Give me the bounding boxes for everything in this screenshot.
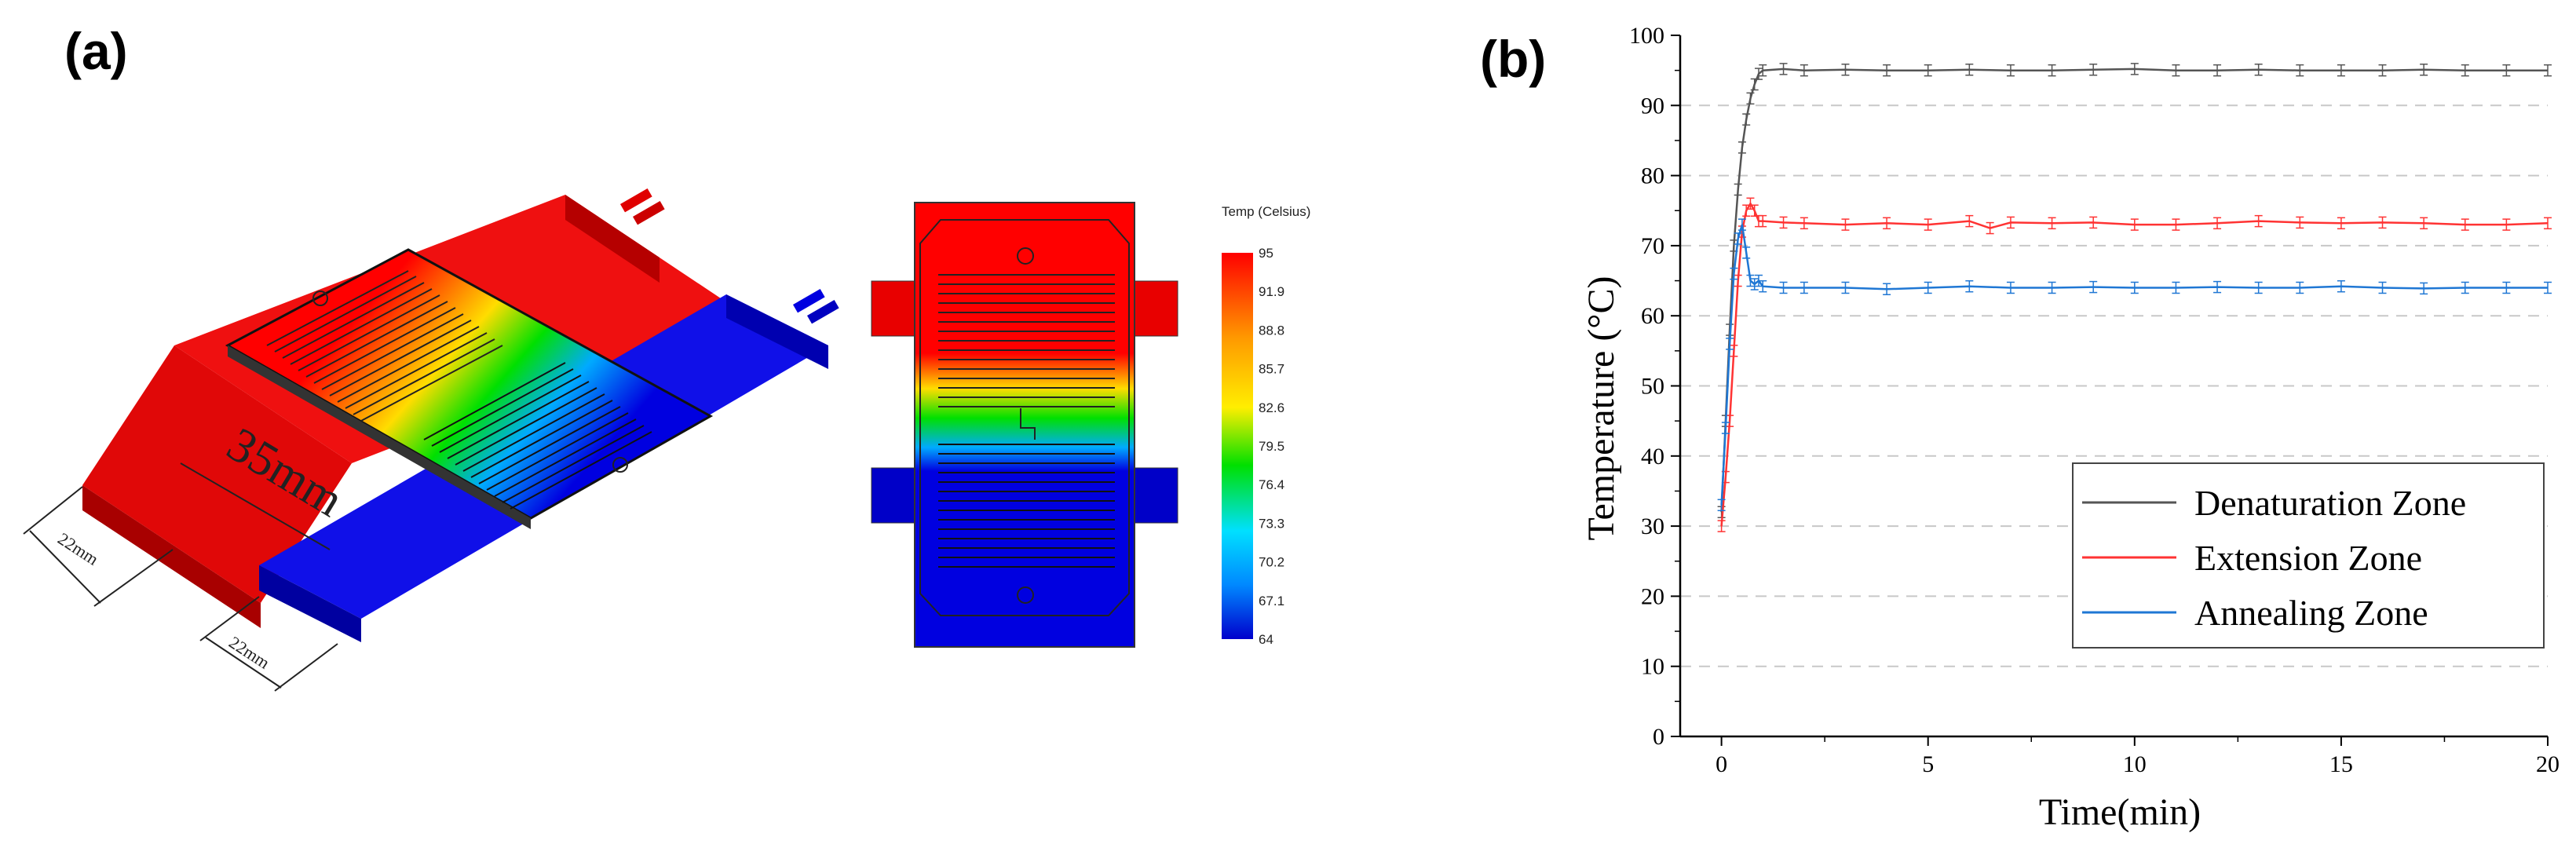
- y-tick-label: 60: [1641, 303, 1664, 329]
- chip-plate-edge: [228, 345, 531, 529]
- colorbar-tick-label: 88.8: [1259, 323, 1284, 338]
- chart-series: [1717, 63, 2552, 532]
- x-tick-label: 15: [2329, 751, 2353, 777]
- red-heater-end: [565, 195, 660, 283]
- y-tick-label: 40: [1641, 444, 1664, 470]
- y-axis-title: Temperature (°C): [1580, 276, 1622, 540]
- flat-serpentine-hot: [938, 274, 1115, 407]
- legend-box: [2072, 462, 2545, 649]
- chart-axes: 0 10 20 30 40 50 60 70 80 90 100 0 5 10 15 20: [1629, 23, 2560, 777]
- colorbar-tick-label: 67.1: [1259, 594, 1284, 608]
- colorbar-tick-label: 95: [1259, 246, 1273, 261]
- colorbar-tick-label: 64: [1259, 632, 1273, 647]
- legend-label: Extension Zone: [2194, 538, 2422, 578]
- red-tube-1: [620, 188, 652, 213]
- y-tick-label: 20: [1641, 583, 1664, 609]
- flat-serpentine-cold: [938, 444, 1115, 568]
- x-axis-title: Time(min): [2039, 791, 2201, 833]
- y-tick-label: 90: [1641, 93, 1664, 119]
- flat-inlet-port: [1017, 247, 1034, 265]
- red-heater-front: [82, 345, 352, 603]
- blue-cooler-side: [259, 565, 361, 642]
- flat-connecting-channel: [1020, 408, 1036, 440]
- outlet-port: [612, 457, 628, 473]
- inlet-port: [312, 290, 328, 306]
- flat-temperature-map: [871, 202, 1178, 648]
- colorbar-ticks: 95 91.9 88.8 85.7 82.6 79.5 76.4 73.3 70.2 67.1 64: [1259, 246, 1284, 647]
- serpentine-channels-hot: [266, 270, 503, 422]
- blue-cooler-end: [726, 294, 828, 369]
- x-tick-label: 20: [2536, 751, 2560, 777]
- blue-tube-2: [806, 300, 839, 324]
- colorbar-tick-label: 91.9: [1259, 284, 1284, 299]
- legend-label: Denaturation Zone: [2194, 483, 2466, 523]
- y-tick-label: 10: [1641, 654, 1664, 680]
- colorbar-tick-label: 82.6: [1259, 400, 1284, 415]
- colorbar-tick-label: 73.3: [1259, 516, 1284, 531]
- colorbar-title: Temp (Celsius): [1222, 204, 1310, 219]
- flat-chip-outer: [914, 202, 1135, 648]
- isometric-chip-model: 35mm 22mm 22mm: [23, 188, 839, 692]
- serpentine-channels-cold: [423, 362, 652, 510]
- legend-label: Annealing Zone: [2194, 593, 2428, 633]
- colorbar-tick-label: 85.7: [1259, 362, 1284, 377]
- red-tube-2: [633, 201, 665, 225]
- colorbar-gradient: [1222, 253, 1253, 639]
- colorbar-tick-label: 76.4: [1259, 477, 1284, 492]
- flat-outlet-port: [1017, 586, 1034, 604]
- temperature-chart: 0 10 20 30 40 50 60 70 80 90 100 0 5 10 15 20 Time(min)…: [1580, 23, 2560, 833]
- panel-a-label: (a): [64, 22, 128, 80]
- flat-chip-inner: [919, 219, 1130, 616]
- colorbar-tick-label: 79.5: [1259, 439, 1284, 454]
- red-heater-side: [82, 485, 261, 628]
- y-tick-label: 70: [1641, 233, 1664, 259]
- chart-legend: Denaturation Zone Extension Zone Annealing…: [2072, 462, 2545, 649]
- x-tick-label: 5: [1922, 751, 1934, 777]
- blue-tube-1: [793, 289, 825, 313]
- y-tick-label: 100: [1629, 23, 1664, 49]
- colorbar: Temp (Celsius) 95 91.9 88.8 85.7 82.6 79.5 76.…: [1222, 204, 1310, 647]
- y-tick-label: 50: [1641, 374, 1664, 400]
- y-tick-label: 30: [1641, 513, 1664, 539]
- y-tick-label: 0: [1653, 724, 1664, 750]
- x-tick-label: 10: [2123, 751, 2147, 777]
- y-tick-label: 80: [1641, 163, 1664, 189]
- dimension-lines: [23, 462, 338, 692]
- panel-b-label: (b): [1480, 30, 1546, 88]
- colorbar-tick-label: 70.2: [1259, 555, 1284, 570]
- x-tick-label: 0: [1716, 751, 1727, 777]
